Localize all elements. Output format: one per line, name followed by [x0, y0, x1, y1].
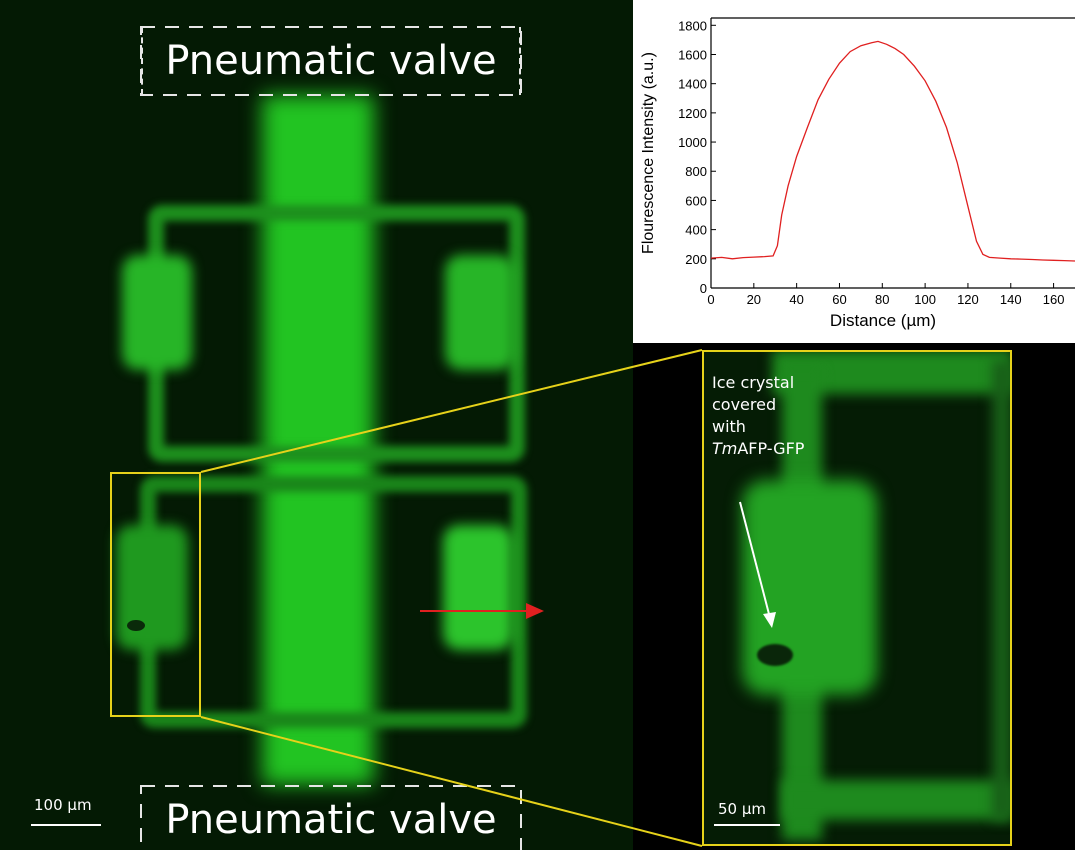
bottom-valve-label: Pneumatic valve: [165, 797, 497, 843]
zoom-scale-bar: [714, 824, 780, 826]
top-valve-dashes: [140, 26, 522, 96]
upper-left-trap: [122, 255, 192, 370]
zoom-border: [702, 350, 1012, 846]
y-tick-label: 0: [700, 281, 707, 296]
zoomed-micrograph: Ice crystal covered with TmAFP-GFP 50 µm: [702, 350, 1012, 846]
bottom-valve-dashes: [140, 785, 522, 850]
lower-left-trap: [116, 525, 188, 650]
y-tick-label: 600: [685, 193, 707, 208]
intensity-profile-chart: 0 200 400 600 800 1000 1200 1400 1600 1800 0 20 40 60…: [633, 0, 1075, 343]
zoom-frame-bottom: [782, 780, 1012, 820]
y-tick-label: 1600: [678, 47, 707, 62]
lower-right-trap: [443, 525, 513, 650]
x-tick-label: 0: [707, 292, 714, 307]
y-tick-label: 200: [685, 252, 707, 267]
y-tick-label: 400: [685, 223, 707, 238]
y-tick-label: 1400: [678, 77, 707, 92]
x-tick-label: 160: [1043, 292, 1065, 307]
x-tick-label: 120: [957, 292, 979, 307]
annotation-arrow: [739, 501, 776, 628]
x-tick-label: 40: [789, 292, 803, 307]
chart-svg: 0 200 400 600 800 1000 1200 1400 1600 1800 0 20 40 60…: [640, 17, 1075, 330]
intensity-profile-line: [710, 40, 1075, 262]
top-valve-label: Pneumatic valve: [165, 38, 497, 84]
top-valve-box: Pneumatic valve: [141, 27, 521, 95]
x-tick-label: 20: [747, 292, 761, 307]
x-tick-label: 60: [832, 292, 846, 307]
profile-arrow: [420, 603, 544, 619]
y-tick-label: 1000: [678, 135, 707, 150]
zoom-ice-crystal: [757, 644, 793, 666]
y-tick-label: 1800: [678, 18, 707, 33]
annotation-text: Ice crystal covered with TmAFP-GFP: [712, 373, 805, 458]
main-scale-label: 100 µm: [34, 796, 92, 814]
zoom-frame-right: [992, 360, 1012, 820]
x-tick-label: 140: [1000, 292, 1022, 307]
y-axis-label: Flourescence Intensity (a.u.): [640, 52, 657, 254]
y-tick-label: 800: [685, 164, 707, 179]
y-tick-label: 1200: [678, 106, 707, 121]
highlight-box: [110, 472, 201, 717]
zoom-scale-label: 50 µm: [718, 800, 767, 818]
fluorescence-micrograph: Pneumatic valve Pneumatic valve 100 µm: [0, 0, 633, 850]
ice-crystal-spot: [127, 620, 145, 631]
x-axis-label: Distance (µm): [830, 311, 936, 330]
main-scale-bar: [31, 824, 101, 826]
upper-right-trap: [445, 255, 515, 370]
x-tick-label: 100: [914, 292, 936, 307]
x-tick-label: 80: [875, 292, 889, 307]
